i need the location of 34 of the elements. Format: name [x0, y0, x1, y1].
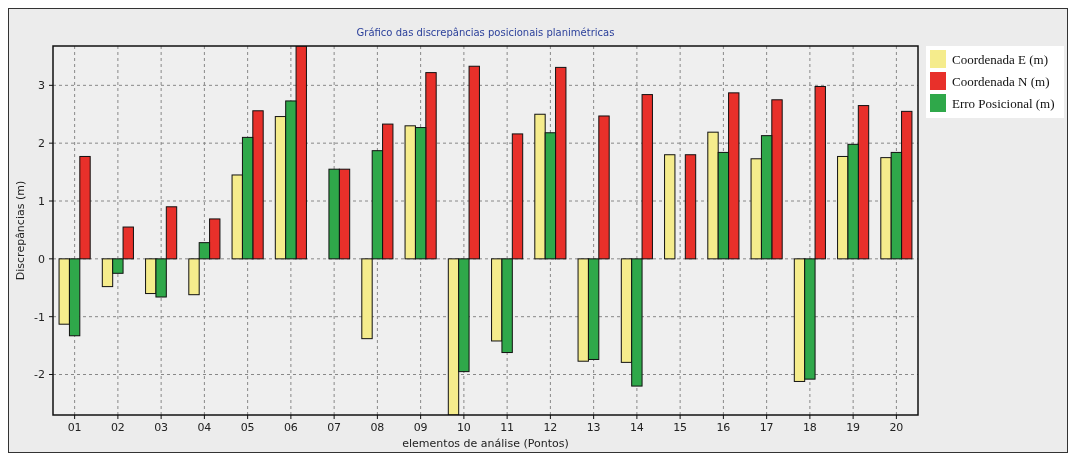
x-tick-label: 20 [889, 421, 904, 434]
x-tick-label: 04 [197, 421, 212, 434]
bar [684, 154, 697, 260]
x-tick-label: 06 [283, 421, 298, 434]
bar [664, 154, 676, 260]
legend-label: Erro Posicional (m) [952, 95, 1055, 111]
x-tick-label: 15 [673, 421, 688, 434]
x-tick-label: 07 [327, 421, 342, 434]
x-tick-label: 09 [413, 421, 428, 434]
x-tick-label: 03 [154, 421, 169, 434]
y-axis-title: Discrepâncias (m) [14, 180, 27, 281]
x-tick-label: 08 [370, 421, 385, 434]
y-tick-label: -1 [34, 310, 45, 324]
y-tick-label: -2 [34, 368, 45, 382]
x-tick-label: 01 [67, 421, 82, 434]
x-tick-label: 02 [110, 421, 125, 434]
y-tick-label: 0 [38, 252, 45, 266]
x-tick-label: 17 [759, 421, 774, 434]
x-tick-label: 12 [543, 421, 558, 434]
y-tick-label: 1 [38, 194, 45, 208]
x-tick-label: 13 [586, 421, 601, 434]
legend-label: Coordenada E (m) [952, 51, 1049, 67]
x-tick-label: 19 [846, 421, 861, 434]
legend-label: Coordenada N (m) [952, 73, 1050, 89]
x-tick-label: 16 [716, 421, 731, 434]
y-tick-label: 2 [38, 137, 45, 151]
x-axis-title: elementos de análise (Pontos) [402, 437, 569, 450]
x-tick-label: 05 [240, 421, 255, 434]
x-tick-label: 11 [500, 421, 515, 434]
x-tick-label: 10 [456, 421, 471, 434]
chart-title: Gráfico das discrepâncias posicionais planimétricas [356, 27, 615, 38]
x-tick-label: 14 [629, 421, 644, 434]
y-tick-label: 3 [38, 79, 45, 93]
x-tick-label: 18 [802, 421, 817, 434]
